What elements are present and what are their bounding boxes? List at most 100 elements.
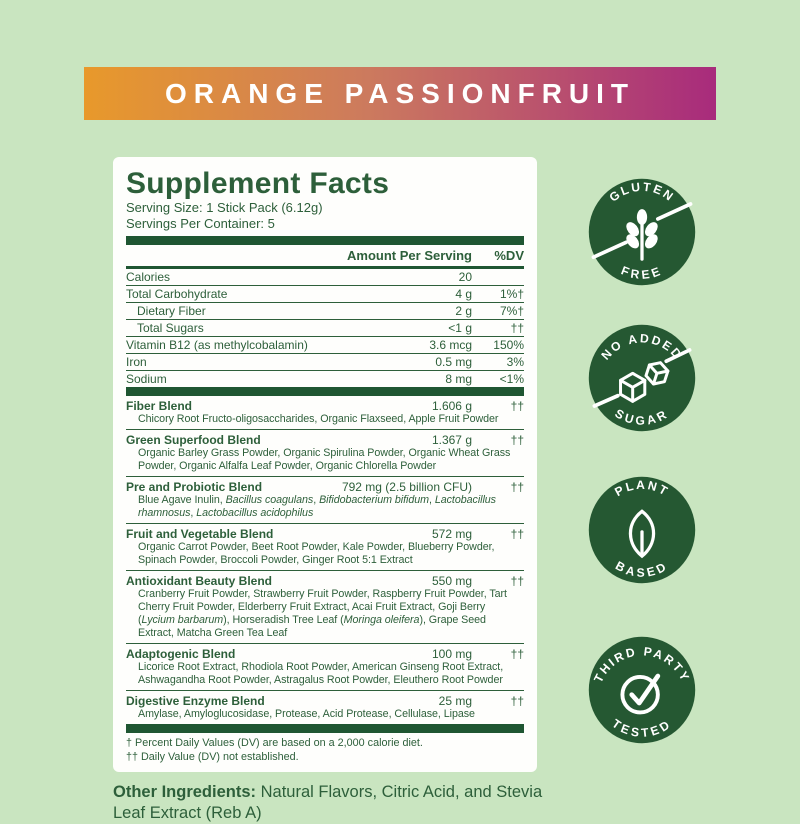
nutrient-name: Total Sugars — [137, 320, 204, 335]
blend-name: Antioxidant Beauty Blend — [126, 573, 273, 588]
nutrient-name: Dietary Fiber — [137, 303, 206, 318]
ingredient-text: Moringa oleifera — [343, 613, 420, 626]
ingredient-text: Lycium barbarum — [141, 613, 224, 626]
panel-title: Supplement Facts — [126, 167, 390, 200]
blend-header-row: Digestive Enzyme Blend 25 mg †† — [126, 694, 524, 708]
ingredient-text: , — [190, 506, 197, 519]
check-icon — [620, 673, 661, 715]
blend-amount: 792 mg (2.5 billion CFU) — [341, 479, 472, 494]
badge-third-party-tested: THIRD PARTY TESTED — [586, 634, 698, 746]
nutrient-row: Calories 20 — [126, 269, 524, 285]
blend-section: Pre and Probiotic Blend 792 mg (2.5 billi… — [126, 476, 524, 523]
ingredient-text: Lactobacillus acidophilus — [196, 506, 314, 519]
blend-amount: 25 mg — [438, 693, 472, 708]
ingredient-text: ), Horseradish Tree Leaf ( — [223, 613, 344, 626]
blend-section: Antioxidant Beauty Blend 550 mg †† Cranberr… — [126, 570, 524, 643]
nutrient-row: Vitamin B12 (as methylcobalamin) 3.6 mcg 1… — [126, 336, 524, 353]
nutrient-dv: <1% — [499, 371, 524, 386]
footnotes: † Percent Daily Values (DV) are based on… — [126, 737, 524, 764]
strike-line — [592, 348, 692, 408]
blend-section: Adaptogenic Blend 100 mg †† Licorice Root E… — [126, 643, 524, 690]
ingredient-text: , — [429, 493, 435, 506]
supplement-facts-panel: Supplement Facts Serving Size: 1 Stick P… — [113, 157, 537, 772]
blend-amount: 1.367 g — [431, 432, 472, 447]
blend-ingredients: Organic Barley Grass Powder, Organic Spi… — [126, 447, 524, 473]
nutrient-dv: 7%† — [499, 303, 524, 318]
other-ingredients: Other Ingredients: Natural Flavors, Citr… — [113, 782, 549, 824]
badge-gluten-free: GLUTEN FREE — [586, 176, 698, 288]
servings-per-container: Servings Per Container: 5 — [126, 215, 275, 231]
nutrient-row: Iron 0.5 mg 3% — [126, 353, 524, 370]
footnote-line: †† Daily Value (DV) not established. — [126, 750, 299, 763]
ingredient-text: Licorice Root Extract, Rhodiola Root Pow… — [138, 660, 504, 686]
nutrient-name: Vitamin B12 (as methylcobalamin) — [126, 337, 308, 352]
wheat-icon — [626, 209, 658, 261]
badge-plant-based: PLANT BASED — [586, 474, 698, 586]
blend-name: Pre and Probiotic Blend — [126, 479, 263, 494]
blend-dv: †† — [510, 646, 524, 661]
nutrient-row: Total Sugars <1 g †† — [126, 319, 524, 336]
blend-amount: 550 mg — [431, 573, 472, 588]
blend-dv: †† — [510, 693, 524, 708]
blend-section: Fruit and Vegetable Blend 572 mg †† Organic… — [126, 523, 524, 570]
nutrient-amount: 4 g — [455, 286, 472, 301]
nutrient-dv: †† — [510, 320, 524, 335]
ingredient-text: Bacillus coagulans — [225, 493, 314, 506]
divider-medium — [126, 266, 524, 269]
blend-rows: Fiber Blend 1.606 g †† Chicory Root Fructo-… — [126, 396, 524, 724]
blend-section: Fiber Blend 1.606 g †† Chicory Root Fructo-… — [126, 396, 524, 429]
nutrient-row: Total Carbohydrate 4 g 1%† — [126, 285, 524, 302]
badge-no-added-sugar: NO ADDED SUGAR — [586, 322, 698, 434]
blend-header-row: Antioxidant Beauty Blend 550 mg †† — [126, 574, 524, 588]
blend-name: Digestive Enzyme Blend — [126, 693, 265, 708]
svg-text:PLANT: PLANT — [612, 478, 671, 499]
svg-text:FREE: FREE — [619, 263, 665, 282]
nutrient-name: Sodium — [126, 371, 167, 386]
nutrient-dv: 1%† — [499, 286, 524, 301]
blend-header-row: Fruit and Vegetable Blend 572 mg †† — [126, 527, 524, 541]
blend-name: Fruit and Vegetable Blend — [126, 526, 274, 541]
ingredient-text: , — [313, 493, 320, 506]
divider-thick — [126, 724, 524, 733]
blend-header-row: Green Superfood Blend 1.367 g †† — [126, 433, 524, 447]
col-dv: %DV — [494, 248, 524, 263]
flavor-banner: ORANGE PASSIONFRUIT — [84, 67, 716, 120]
nutrient-amount: 2 g — [455, 303, 472, 318]
blend-name: Fiber Blend — [126, 398, 193, 413]
blend-section: Green Superfood Blend 1.367 g †† Organic Ba… — [126, 429, 524, 476]
ingredient-text: Lactobacillus rhamnosus — [138, 493, 496, 519]
ingredient-text: ), Grape Seed Extract, Matcha Green Tea … — [138, 613, 486, 639]
blend-amount: 100 mg — [431, 646, 472, 661]
serving-size: Serving Size: 1 Stick Pack (6.12g) — [126, 200, 323, 215]
nutrient-name: Calories — [126, 269, 171, 284]
blend-header-row: Fiber Blend 1.606 g †† — [126, 399, 524, 413]
sugar-cubes-icon — [619, 361, 670, 403]
other-ingredients-label: Other Ingredients: — [113, 783, 257, 801]
divider-thick — [126, 236, 524, 245]
nutrient-row: Dietary Fiber 2 g 7%† — [126, 302, 524, 319]
blend-ingredients: Chicory Root Fructo-oligosaccharides, Or… — [126, 413, 524, 426]
nutrient-name: Total Carbohydrate — [126, 286, 228, 301]
nutrient-row: Sodium 8 mg <1% — [126, 370, 524, 387]
leaf-icon — [628, 509, 656, 559]
ingredient-text: Organic Barley Grass Powder, Organic Spi… — [138, 446, 511, 472]
ingredient-text: Blue Agave Inulin, — [138, 493, 226, 506]
blend-dv: †† — [510, 432, 524, 447]
blend-amount: 1.606 g — [431, 398, 472, 413]
footnote-line: † Percent Daily Values (DV) are based on… — [126, 737, 423, 749]
nutrient-amount: 3.6 mcg — [429, 337, 472, 352]
nutrient-dv: 150% — [493, 337, 524, 352]
nutrient-dv: 3% — [506, 354, 524, 369]
blend-section: Digestive Enzyme Blend 25 mg †† Amylase, Am… — [126, 690, 524, 724]
blend-dv: †† — [510, 526, 524, 541]
blend-ingredients: Licorice Root Extract, Rhodiola Root Pow… — [126, 661, 524, 687]
svg-text:BASED: BASED — [613, 559, 671, 580]
divider-thick — [126, 387, 524, 396]
nutrient-amount: 8 mg — [445, 371, 472, 386]
blend-ingredients: Blue Agave Inulin, Bacillus coagulans, B… — [126, 494, 524, 520]
table-header: Amount Per Serving %DV — [126, 245, 524, 266]
col-amount-per-serving: Amount Per Serving — [347, 248, 472, 263]
blend-dv: †† — [510, 398, 524, 413]
ingredient-text: Cranberry Fruit Powder, Strawberry Fruit… — [138, 587, 507, 626]
left-column: Supplement Facts Serving Size: 1 Stick P… — [113, 157, 542, 824]
